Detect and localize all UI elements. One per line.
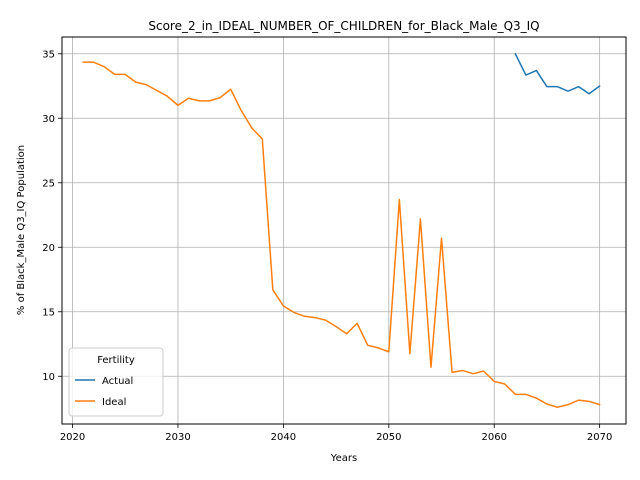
y-axis: 10 15 20 25 30 35	[42, 49, 62, 383]
series-line-ideal	[82, 61, 601, 408]
legend-title: Fertility	[97, 355, 135, 366]
x-tick-label: 2060	[481, 432, 506, 443]
y-axis-label: % of Black_Male Q3_IQ Population	[16, 145, 27, 315]
grid	[62, 37, 626, 424]
plot-frame	[61, 36, 627, 425]
x-tick-label: 2070	[587, 432, 612, 443]
legend-label-ideal: Ideal	[102, 397, 126, 408]
y-tick-label: 15	[42, 307, 55, 318]
legend: Fertility Actual Ideal	[68, 347, 164, 417]
x-tick-label: 2050	[376, 432, 401, 443]
y-tick-label: 10	[42, 372, 55, 383]
legend-box	[68, 347, 164, 417]
y-tick-label: 30	[42, 114, 55, 125]
x-tick-label: 2020	[60, 432, 85, 443]
x-tick-label: 2040	[271, 432, 296, 443]
x-tick-label: 2030	[165, 432, 190, 443]
series-lines	[82, 53, 601, 408]
y-tick-label: 20	[42, 243, 55, 254]
x-axis-label: Years	[330, 453, 357, 464]
x-axis: 2020 2030 2040 2050 2060 2070	[60, 424, 612, 443]
y-tick-label: 25	[42, 178, 55, 189]
legend-label-actual: Actual	[102, 376, 133, 387]
y-tick-label: 35	[42, 49, 55, 60]
series-line-actual	[514, 53, 601, 95]
chart-title: Score_2_in_IDEAL_NUMBER_OF_CHILDREN_for_…	[148, 19, 539, 33]
